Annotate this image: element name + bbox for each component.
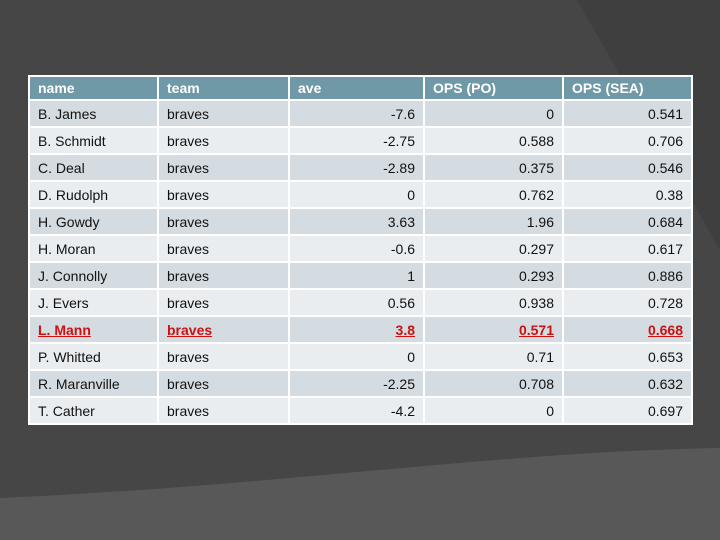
cell-team: braves [157, 153, 290, 182]
cell-ops_sea: 0.546 [562, 153, 693, 182]
cell-ave: -4.2 [288, 396, 425, 425]
cell-team: braves [157, 99, 290, 128]
cell-team: braves [157, 315, 290, 344]
table-row: C. Deal braves -2.89 0.375 0.546 [28, 153, 693, 182]
table-row: J. Connolly braves 1 0.293 0.886 [28, 261, 693, 290]
player-stats-table: name team ave OPS (PO) OPS (SEA) B. Jame… [28, 75, 693, 425]
cell-ops_sea: 0.706 [562, 126, 693, 155]
cell-ops_po: 0.71 [423, 342, 564, 371]
table-row: B. Schmidt braves -2.75 0.588 0.706 [28, 126, 693, 155]
cell-ave: -7.6 [288, 99, 425, 128]
cell-name: B. James [28, 99, 159, 128]
column-header-ops-sea: OPS (SEA) [562, 75, 693, 101]
cell-ops_po: 0.293 [423, 261, 564, 290]
cell-ave: -2.75 [288, 126, 425, 155]
cell-ops_sea: 0.684 [562, 207, 693, 236]
table-row: R. Maranville braves -2.25 0.708 0.632 [28, 369, 693, 398]
cell-ops_po: 1.96 [423, 207, 564, 236]
cell-ops_sea: 0.38 [562, 180, 693, 209]
cell-ave: -2.25 [288, 369, 425, 398]
cell-ops_po: 0.938 [423, 288, 564, 317]
cell-team: braves [157, 288, 290, 317]
table-header-row: name team ave OPS (PO) OPS (SEA) [28, 75, 693, 101]
cell-team: braves [157, 369, 290, 398]
cell-ops_sea: 0.697 [562, 396, 693, 425]
stats-table-body: B. James braves -7.6 0 0.541 B. Schmidt braves… [28, 99, 693, 425]
table-row: B. James braves -7.6 0 0.541 [28, 99, 693, 128]
cell-team: braves [157, 396, 290, 425]
cell-ops_sea: 0.728 [562, 288, 693, 317]
cell-ave: 1 [288, 261, 425, 290]
cell-ops_po: 0.297 [423, 234, 564, 263]
cell-ops_po: 0.375 [423, 153, 564, 182]
cell-ops_po: 0 [423, 396, 564, 425]
cell-ave: 0 [288, 342, 425, 371]
cell-name: H. Gowdy [28, 207, 159, 236]
cell-ops_sea: 0.541 [562, 99, 693, 128]
cell-ave: 0 [288, 180, 425, 209]
column-header-name: name [28, 75, 159, 101]
cell-team: braves [157, 234, 290, 263]
cell-name: R. Maranville [28, 369, 159, 398]
table-row: T. Cather braves -4.2 0 0.697 [28, 396, 693, 425]
cell-name: J. Evers [28, 288, 159, 317]
cell-ops_sea: 0.617 [562, 234, 693, 263]
cell-name: C. Deal [28, 153, 159, 182]
cell-team: braves [157, 342, 290, 371]
table-row: J. Evers braves 0.56 0.938 0.728 [28, 288, 693, 317]
cell-name: L. Mann [28, 315, 159, 344]
cell-ave: -2.89 [288, 153, 425, 182]
cell-name: P. Whitted [28, 342, 159, 371]
table-row: D. Rudolph braves 0 0.762 0.38 [28, 180, 693, 209]
cell-team: braves [157, 261, 290, 290]
stats-table-container: name team ave OPS (PO) OPS (SEA) B. Jame… [28, 75, 693, 425]
column-header-team: team [157, 75, 290, 101]
table-row: L. Mann braves 3.8 0.571 0.668 [28, 315, 693, 344]
cell-name: D. Rudolph [28, 180, 159, 209]
cell-ops_po: 0.762 [423, 180, 564, 209]
cell-ave: 3.8 [288, 315, 425, 344]
column-header-ops-po: OPS (PO) [423, 75, 564, 101]
cell-name: J. Connolly [28, 261, 159, 290]
column-header-ave: ave [288, 75, 425, 101]
table-row: H. Moran braves -0.6 0.297 0.617 [28, 234, 693, 263]
cell-ops_sea: 0.653 [562, 342, 693, 371]
background-swoosh [0, 448, 720, 540]
cell-ops_po: 0 [423, 99, 564, 128]
cell-name: T. Cather [28, 396, 159, 425]
cell-ops_po: 0.571 [423, 315, 564, 344]
cell-ops_sea: 0.632 [562, 369, 693, 398]
cell-ops_sea: 0.886 [562, 261, 693, 290]
cell-name: H. Moran [28, 234, 159, 263]
cell-team: braves [157, 126, 290, 155]
cell-ave: 0.56 [288, 288, 425, 317]
cell-ops_po: 0.588 [423, 126, 564, 155]
cell-team: braves [157, 207, 290, 236]
cell-ops_sea: 0.668 [562, 315, 693, 344]
cell-team: braves [157, 180, 290, 209]
cell-ave: -0.6 [288, 234, 425, 263]
table-row: P. Whitted braves 0 0.71 0.653 [28, 342, 693, 371]
cell-ops_po: 0.708 [423, 369, 564, 398]
table-row: H. Gowdy braves 3.63 1.96 0.684 [28, 207, 693, 236]
cell-name: B. Schmidt [28, 126, 159, 155]
cell-ave: 3.63 [288, 207, 425, 236]
